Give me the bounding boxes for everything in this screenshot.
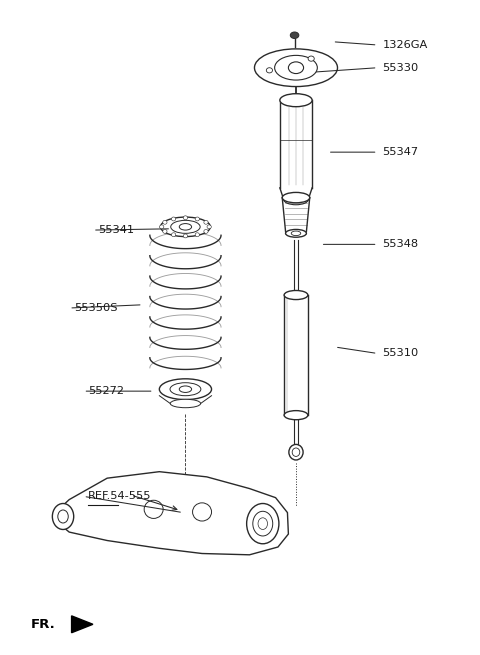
Ellipse shape bbox=[160, 217, 210, 236]
Ellipse shape bbox=[284, 290, 308, 299]
Ellipse shape bbox=[183, 234, 188, 238]
Ellipse shape bbox=[253, 512, 273, 536]
Ellipse shape bbox=[282, 193, 310, 203]
Ellipse shape bbox=[171, 220, 200, 233]
Ellipse shape bbox=[280, 94, 312, 107]
Ellipse shape bbox=[204, 229, 208, 233]
Ellipse shape bbox=[308, 56, 314, 61]
Ellipse shape bbox=[288, 62, 303, 73]
Ellipse shape bbox=[286, 229, 306, 237]
Text: 55330: 55330 bbox=[383, 63, 419, 73]
Ellipse shape bbox=[291, 231, 301, 236]
Text: 55272: 55272 bbox=[88, 386, 124, 396]
Text: 55348: 55348 bbox=[383, 239, 419, 250]
Text: FR.: FR. bbox=[31, 618, 56, 631]
Text: 55310: 55310 bbox=[383, 348, 419, 358]
Ellipse shape bbox=[254, 49, 337, 86]
Text: 55341: 55341 bbox=[97, 225, 134, 235]
Ellipse shape bbox=[159, 379, 212, 400]
Ellipse shape bbox=[275, 56, 317, 80]
Ellipse shape bbox=[247, 504, 279, 544]
Ellipse shape bbox=[195, 233, 199, 236]
Ellipse shape bbox=[58, 510, 68, 523]
Ellipse shape bbox=[170, 383, 201, 396]
Ellipse shape bbox=[52, 504, 74, 529]
Ellipse shape bbox=[163, 229, 167, 233]
Text: REF.54-555: REF.54-555 bbox=[88, 491, 152, 501]
Text: 55350S: 55350S bbox=[74, 303, 118, 313]
Ellipse shape bbox=[207, 225, 211, 229]
Ellipse shape bbox=[171, 233, 176, 236]
Bar bbox=[280, 100, 312, 188]
Ellipse shape bbox=[284, 411, 308, 420]
Ellipse shape bbox=[179, 223, 192, 230]
Ellipse shape bbox=[183, 215, 188, 219]
Ellipse shape bbox=[204, 220, 208, 224]
Ellipse shape bbox=[266, 67, 273, 73]
Ellipse shape bbox=[284, 195, 308, 205]
Ellipse shape bbox=[289, 444, 303, 460]
Ellipse shape bbox=[290, 32, 299, 39]
Text: 1326GA: 1326GA bbox=[383, 40, 428, 50]
Ellipse shape bbox=[171, 217, 176, 221]
Ellipse shape bbox=[258, 518, 267, 529]
Ellipse shape bbox=[144, 500, 163, 519]
Ellipse shape bbox=[159, 225, 164, 229]
Text: 55347: 55347 bbox=[383, 147, 419, 157]
Bar bbox=[284, 295, 308, 415]
Ellipse shape bbox=[179, 386, 192, 392]
Ellipse shape bbox=[163, 220, 167, 224]
Polygon shape bbox=[72, 616, 93, 633]
Ellipse shape bbox=[192, 503, 212, 521]
Ellipse shape bbox=[170, 400, 201, 407]
Ellipse shape bbox=[195, 217, 199, 221]
Polygon shape bbox=[57, 472, 288, 555]
Ellipse shape bbox=[292, 448, 300, 457]
